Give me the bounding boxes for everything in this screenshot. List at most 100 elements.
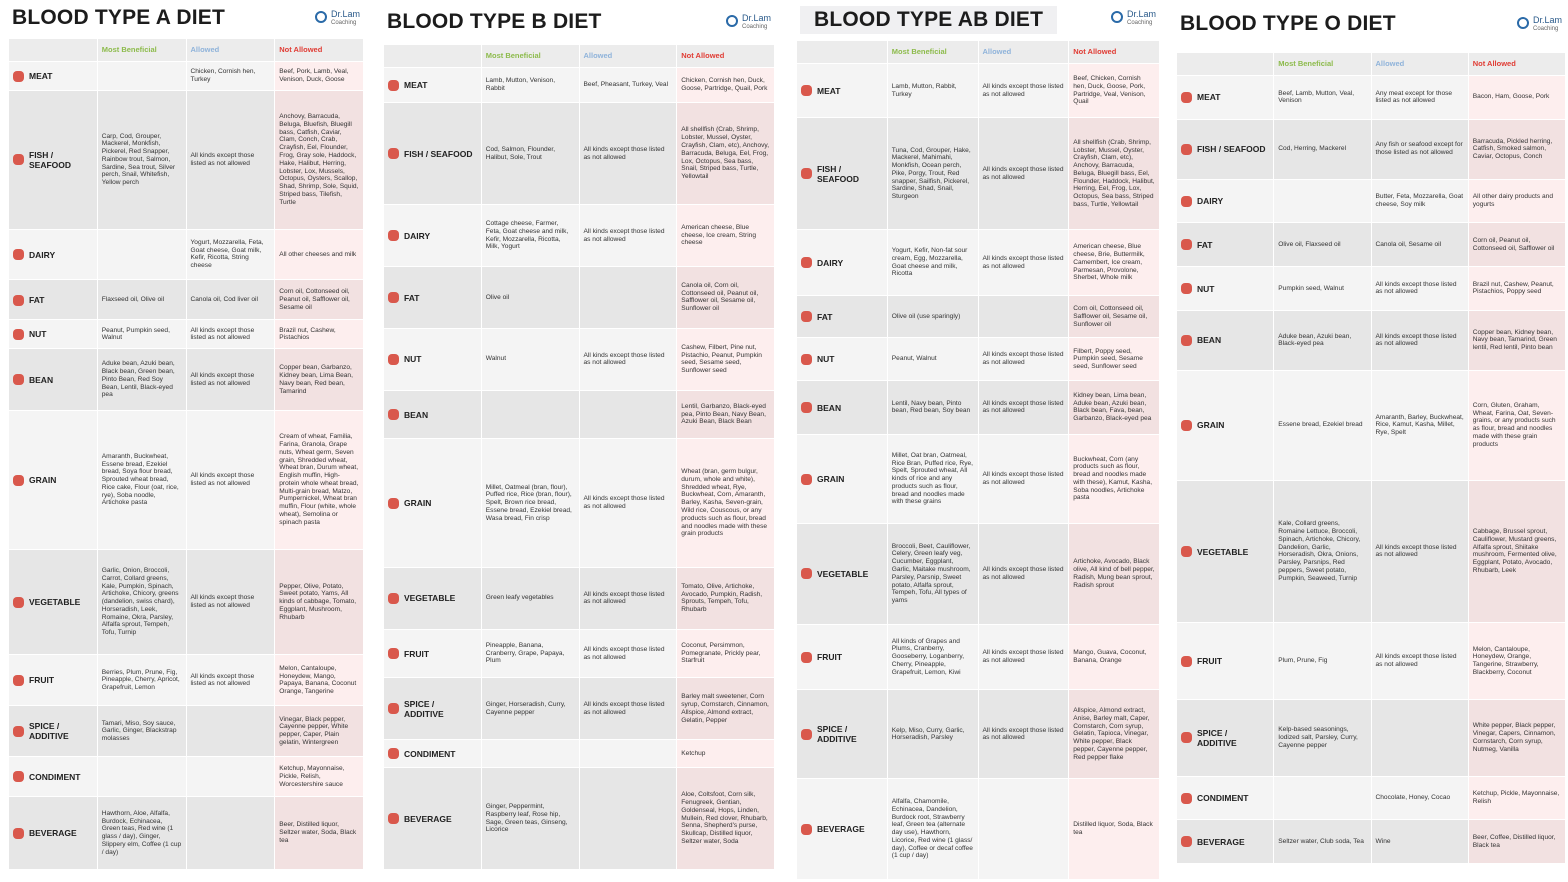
logo-tag: Coaching	[741, 24, 768, 30]
food-cell: Brazil nut, Cashew, Pistachios	[274, 319, 364, 350]
category-icon	[801, 823, 812, 835]
category-cell: VEGETABLE	[8, 548, 98, 656]
category-cell: FISH / SEAFOOD	[1176, 118, 1275, 180]
food-cell: Tamari, Miso, Soy sauce, Garlic, Ginger,…	[96, 705, 187, 758]
diet-table: Most Beneficial Allowed Not Allowed MEAT Lam…	[383, 44, 775, 870]
category-cell: MEAT	[8, 61, 98, 91]
category-icon	[13, 771, 24, 783]
food-row: MEAT Lamb, Mutton, Rabbit, Turkey All kind…	[796, 62, 1160, 119]
food-row: FRUIT Pineapple, Banana, Cranberry, Grape…	[383, 628, 775, 679]
category-label: DAIRY	[1197, 196, 1224, 207]
category-cell: CONDIMENT	[8, 756, 98, 798]
food-cell: Mango, Guava, Coconut, Banana, Orange	[1068, 623, 1160, 691]
food-cell	[96, 61, 187, 91]
food-row: MEAT Chicken, Cornish hen, Turkey Beef, Po…	[8, 61, 364, 91]
category-label: MEAT	[404, 80, 428, 91]
category-label: NUT	[1197, 283, 1215, 294]
food-row: DAIRY Butter, Feta, Mozzarella, Goat chee…	[1176, 178, 1566, 224]
category-cell: GRAIN	[8, 410, 98, 550]
food-cell: Corn oil, Cottonseed oil, Peanut oil, Sa…	[274, 279, 364, 321]
logo: Dr.Lam Coaching	[1516, 16, 1562, 34]
category-icon	[801, 728, 812, 740]
food-cell: Millet, Oat bran, Oatmeal, Rice Bran, Pu…	[886, 433, 979, 524]
food-cell: Berries, Plum, Prune, Fig, Pineapple, Ch…	[96, 654, 187, 707]
category-label: CONDIMENT	[29, 771, 81, 782]
food-cell: Brazil nut, Cashew, Peanut, Pistachios, …	[1467, 266, 1566, 311]
category-label: NUT	[29, 329, 47, 340]
food-cell: All kinds except those listed as not all…	[1370, 479, 1469, 624]
food-row: BEAN Aduke bean, Azuki bean, Black-eyed p…	[1176, 309, 1566, 371]
category-label: FRUIT	[1197, 656, 1223, 667]
food-row: MEAT Lamb, Mutton, Venison, Rabbit Beef, P…	[383, 66, 775, 104]
category-icon	[388, 409, 399, 421]
category-icon	[13, 827, 24, 839]
food-cell: American cheese, Blue cheese, Brie, Butt…	[1068, 229, 1160, 297]
category-cell: BEVERAGE	[383, 767, 482, 870]
category-cell: DAIRY	[8, 228, 98, 281]
food-cell: Olive oil (use sparingly)	[886, 295, 979, 339]
food-cell: Canola oil, Cod liver oil	[185, 279, 276, 321]
food-row: FRUIT All kinds of Grapes and Plums, Cran…	[796, 623, 1160, 691]
category-icon	[388, 813, 399, 825]
category-icon	[1181, 334, 1192, 346]
food-row: FISH / SEAFOOD Cod, Herring, Mackerel Any …	[1176, 118, 1566, 180]
category-label: FAT	[1197, 239, 1213, 250]
food-cell: Any fish or seafood except for those lis…	[1370, 118, 1469, 180]
food-row: GRAIN Amaranth, Buckwheat, Essene bread, …	[8, 410, 364, 550]
food-cell: All kinds except those listed as not all…	[578, 204, 678, 267]
category-icon	[1181, 792, 1192, 804]
category-cell: GRAIN	[383, 438, 482, 568]
category-label: FRUIT	[817, 652, 843, 663]
food-cell: Copper bean, Garbanzo, Kidney bean, Lima…	[274, 348, 364, 412]
category-icon	[1181, 283, 1192, 295]
header-cell	[8, 38, 98, 62]
category-cell: SPICE / ADDITIVE	[383, 677, 482, 741]
food-row: FISH / SEAFOOD Carp, Cod, Grouper, Macker…	[8, 89, 364, 230]
food-cell: All kinds except those listed as not all…	[977, 623, 1070, 691]
food-cell	[185, 796, 276, 870]
category-cell: GRAIN	[1176, 369, 1275, 481]
category-label: FAT	[404, 292, 420, 303]
food-cell: Tuna, Cod, Grouper, Hake, Mackerel, Mahi…	[886, 117, 979, 231]
category-label: GRAIN	[1197, 420, 1225, 431]
food-row: FISH / SEAFOOD Tuna, Cod, Grouper, Hake, …	[796, 117, 1160, 231]
food-cell: Cashew, Filbert, Pine nut, Pistachio, Pe…	[676, 327, 775, 391]
category-cell: BEAN	[1176, 309, 1275, 371]
food-cell: All other dairy products and yogurts	[1467, 178, 1566, 224]
food-cell: Kidney bean, Lima bean, Aduke bean, Azuk…	[1068, 379, 1160, 435]
category-label: VEGETABLE	[1197, 546, 1249, 557]
food-cell: All kinds of Grapes and Plums, Cranberry…	[886, 623, 979, 691]
food-cell: Hawthorn, Aloe, Alfalfa, Burdock, Echina…	[96, 796, 187, 870]
category-cell: BEAN	[383, 389, 482, 440]
category-cell: MEAT	[383, 66, 482, 104]
header-row: Most Beneficial Allowed Not Allowed	[383, 44, 775, 68]
category-icon	[388, 748, 399, 760]
category-icon	[801, 473, 812, 485]
food-cell	[578, 739, 678, 769]
food-row: CONDIMENT Ketchup, Mayonnaise, Pickle, Re…	[8, 756, 364, 798]
category-icon	[388, 353, 399, 365]
diet-table: Most Beneficial Allowed Not Allowed MEAT Lam…	[796, 40, 1160, 880]
category-icon	[1181, 732, 1192, 744]
category-label: MEAT	[817, 85, 841, 96]
food-cell	[578, 389, 678, 440]
food-cell: Green leafy vegetables	[480, 566, 580, 630]
food-cell: Ketchup, Pickle, Mayonnaise, Relish	[1467, 775, 1566, 821]
food-cell: Distilled liquor, Soda, Black tea	[1068, 778, 1160, 880]
category-cell: MEAT	[796, 62, 888, 119]
category-icon	[1181, 195, 1192, 207]
logo-name: Dr.Lam	[1126, 9, 1156, 19]
category-label: GRAIN	[29, 475, 57, 486]
panel-title: BLOOD TYPE AB DIET	[800, 6, 1058, 34]
category-icon	[1181, 91, 1192, 103]
food-cell: Aduke bean, Azuki bean, Black bean, Gree…	[96, 348, 187, 412]
category-cell: BEAN	[796, 379, 888, 435]
food-cell	[480, 739, 580, 769]
category-label: BEAN	[817, 402, 842, 413]
food-cell	[578, 266, 678, 329]
food-cell: All kinds except those listed as not all…	[977, 117, 1070, 231]
food-cell: Olive oil	[480, 266, 580, 329]
food-cell: All kinds except those listed as not all…	[1370, 309, 1469, 371]
food-row: FRUIT Berries, Plum, Prune, Fig, Pineappl…	[8, 654, 364, 707]
category-cell: MEAT	[1176, 75, 1275, 120]
